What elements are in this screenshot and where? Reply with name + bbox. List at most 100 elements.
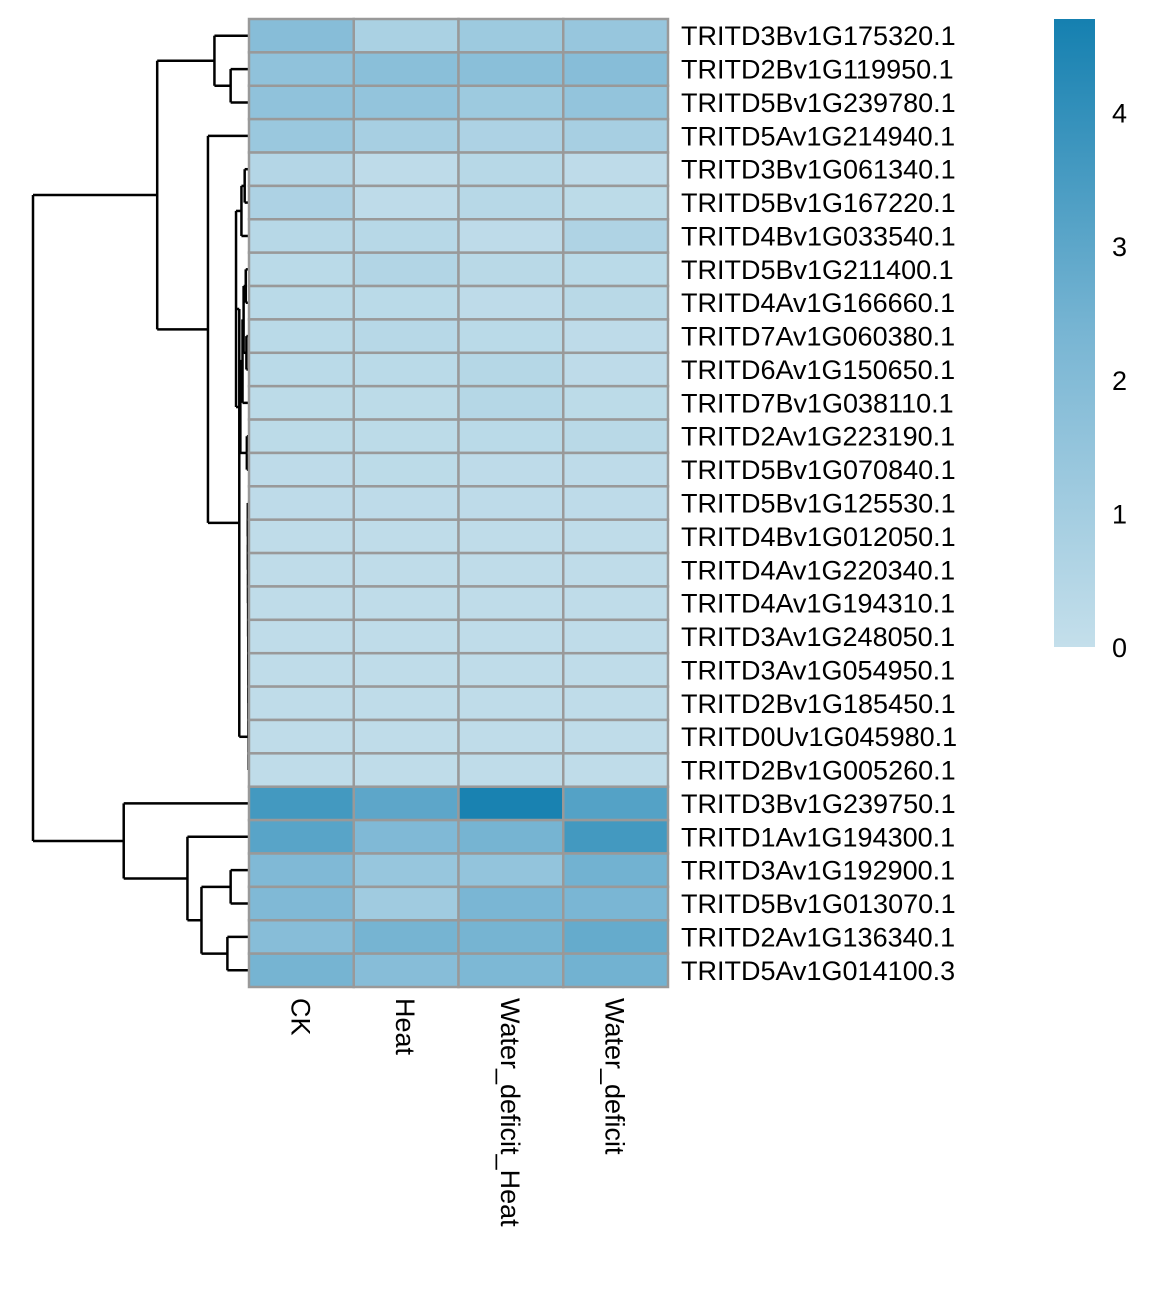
legend-tick-label: 4 (1112, 99, 1127, 129)
row-label: TRITD3Av1G192900.1 (681, 856, 955, 886)
heatmap-cell (562, 318, 670, 355)
heatmap-cell (457, 551, 565, 588)
heatmap-cell (352, 785, 460, 822)
heatmap-cell (562, 84, 670, 121)
heatmap-cell (457, 451, 565, 488)
row-label: TRITD1Av1G194300.1 (681, 822, 955, 852)
heatmap-cell (247, 17, 355, 54)
heatmap-cell (247, 685, 355, 722)
row-label: TRITD0Uv1G045980.1 (681, 722, 957, 752)
heatmap-cell (457, 151, 565, 188)
heatmap-cell (562, 651, 670, 688)
heatmap-cell (457, 585, 565, 622)
heatmap-cell (457, 785, 565, 822)
heatmap-cell (562, 17, 670, 54)
heatmap-cell (457, 918, 565, 955)
row-labels: TRITD3Bv1G175320.1TRITD2Bv1G119950.1TRIT… (681, 21, 957, 986)
heatmap-cell (247, 184, 355, 221)
heatmap-cell (247, 418, 355, 455)
legend-tick-label: 1 (1112, 499, 1127, 529)
heatmap-cell (457, 418, 565, 455)
heatmap-cell (352, 384, 460, 421)
heatmap-cell (457, 351, 565, 388)
heatmap-cell (247, 351, 355, 388)
row-label: TRITD2Av1G136340.1 (681, 922, 955, 952)
heatmap-cell (562, 218, 670, 254)
heatmap-cell (352, 251, 460, 288)
heatmap-cell (562, 685, 670, 722)
row-label: TRITD5Bv1G125530.1 (681, 489, 956, 519)
heatmap-cell (352, 418, 460, 455)
row-label: TRITD5Av1G014100.3 (681, 956, 955, 986)
heatmap-cell (562, 251, 670, 288)
heatmap-cell (562, 51, 670, 88)
row-label: TRITD5Bv1G239780.1 (681, 88, 956, 118)
legend-tick-label: 3 (1112, 232, 1127, 262)
heatmap-cell (247, 818, 355, 855)
row-label: TRITD4Bv1G033540.1 (681, 221, 956, 251)
heatmap-cell (457, 718, 565, 755)
heatmap-cell (247, 518, 355, 555)
heatmap-cell (352, 151, 460, 188)
heatmap-cell (352, 51, 460, 88)
row-label: TRITD5Bv1G167220.1 (681, 188, 956, 218)
row-label: TRITD3Av1G248050.1 (681, 622, 955, 652)
heatmap-cell (562, 952, 670, 989)
row-label: TRITD5Bv1G013070.1 (681, 889, 956, 919)
column-labels: CK Heat Water_deficit_Heat Water_deficit (285, 998, 629, 1227)
color-legend: 0 1 2 3 4 (1054, 19, 1127, 663)
heatmap-cell (562, 418, 670, 455)
heatmap-cell (247, 251, 355, 288)
row-label: TRITD3Bv1G239750.1 (681, 789, 956, 819)
heatmap-cell (247, 451, 355, 488)
column-label: Heat (390, 998, 420, 1056)
row-label: TRITD4Bv1G012050.1 (681, 522, 956, 552)
heatmap-cell (247, 785, 355, 822)
row-label: TRITD5Bv1G070840.1 (681, 455, 956, 485)
legend-tick-label: 0 (1112, 633, 1127, 663)
legend-ticks: 0 1 2 3 4 (1112, 99, 1127, 663)
heatmap-cell (562, 885, 670, 922)
heatmap-cell (562, 485, 670, 521)
heatmap-cell (457, 318, 565, 355)
heatmap-cell (457, 51, 565, 88)
heatmap-cell (352, 318, 460, 355)
heatmap-cell (247, 284, 355, 321)
heatmap-cell (247, 852, 355, 889)
heatmap-cell (247, 718, 355, 755)
heatmap-cell (352, 84, 460, 121)
heatmap-cell (562, 785, 670, 822)
heatmap-cell (352, 852, 460, 889)
heatmap-cell (562, 752, 670, 788)
heatmap-cell (457, 752, 565, 788)
legend-colorbar (1054, 19, 1095, 647)
heatmap-cell (562, 351, 670, 388)
heatmap-cell (352, 117, 460, 154)
heatmap-cell (457, 184, 565, 221)
heatmap-cell (352, 451, 460, 488)
heatmap-cell (457, 952, 565, 989)
heatmap-cell (457, 384, 565, 421)
heatmap-cell (352, 551, 460, 588)
row-label: TRITD3Bv1G175320.1 (681, 21, 956, 51)
heatmap-cell (247, 117, 355, 154)
row-label: TRITD7Av1G060380.1 (681, 322, 955, 352)
heatmap-cell (352, 818, 460, 855)
heatmap-cell (457, 84, 565, 121)
heatmap-cell (562, 852, 670, 889)
heatmap-cell (352, 685, 460, 722)
heatmap-cell (247, 585, 355, 622)
heatmap-cell (247, 218, 355, 254)
heatmap-cell (352, 485, 460, 521)
heatmap-cell (352, 918, 460, 955)
heatmap-cell (247, 918, 355, 955)
heatmap-cell (457, 518, 565, 555)
row-label: TRITD2Bv1G005260.1 (681, 756, 956, 786)
heatmap-cell (352, 218, 460, 254)
heatmap-cell (352, 284, 460, 321)
heatmap-cell (247, 952, 355, 989)
row-label: TRITD2Bv1G119950.1 (681, 55, 954, 85)
heatmap-cell (352, 17, 460, 54)
heatmap-cell (352, 184, 460, 221)
